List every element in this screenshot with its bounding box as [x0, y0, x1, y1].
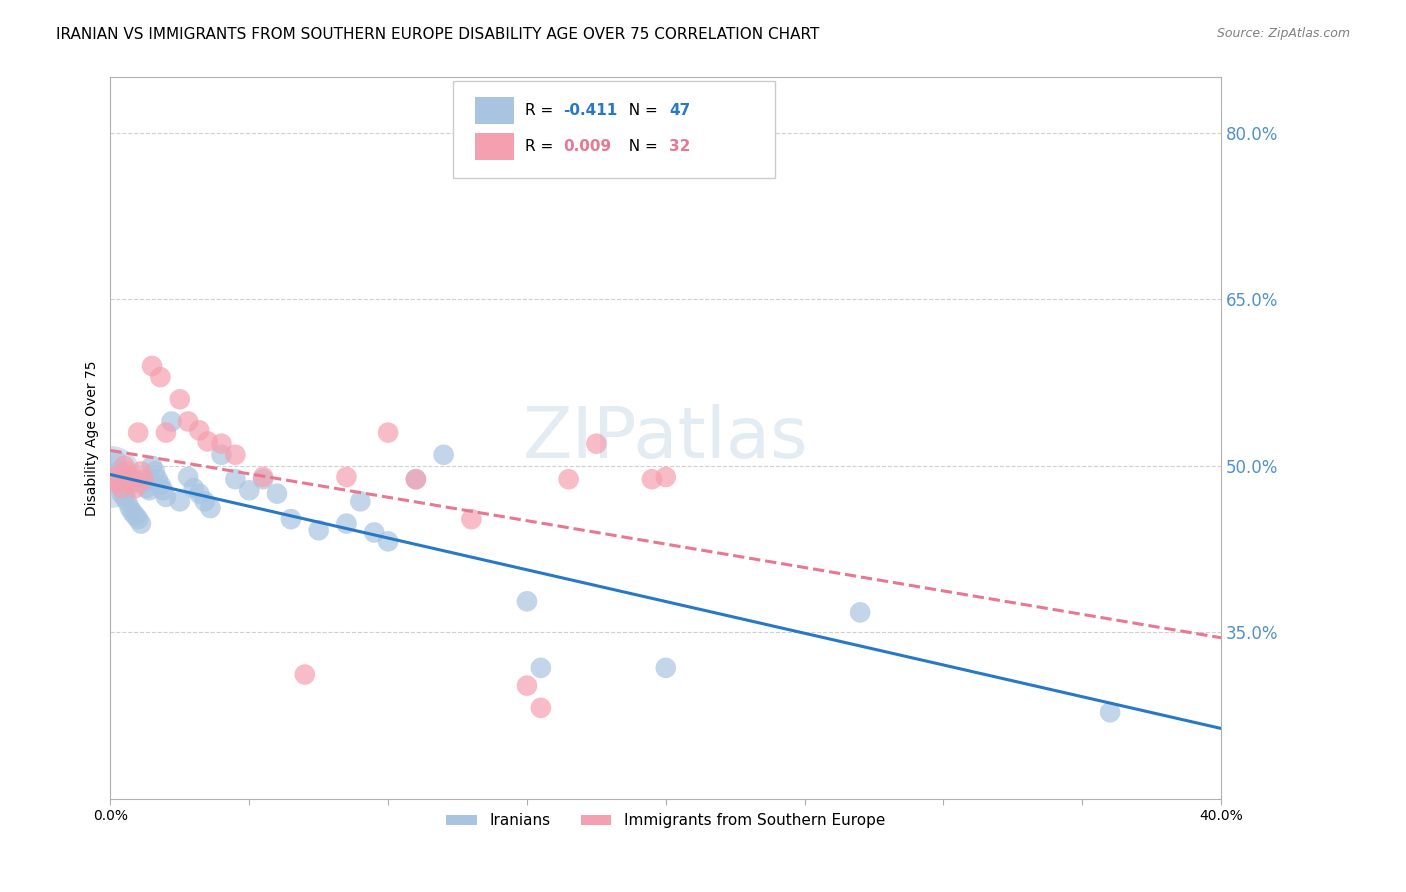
- Text: 32: 32: [669, 139, 690, 154]
- Immigrants from Southern Europe: [127, 425, 149, 440]
- Iranians: [266, 486, 288, 500]
- Iranians: [152, 483, 174, 498]
- Iranians: [135, 481, 157, 495]
- Immigrants from Southern Europe: [132, 472, 155, 486]
- Immigrants from Southern Europe: [377, 425, 399, 440]
- Immigrants from Southern Europe: [104, 475, 127, 490]
- Text: Source: ZipAtlas.com: Source: ZipAtlas.com: [1216, 27, 1350, 40]
- Iranians: [103, 470, 125, 484]
- Iranians: [194, 494, 217, 508]
- Immigrants from Southern Europe: [252, 470, 274, 484]
- Iranians: [112, 490, 135, 504]
- Iranians: [121, 506, 143, 520]
- Iranians: [115, 494, 138, 508]
- Immigrants from Southern Europe: [530, 701, 553, 715]
- Immigrants from Southern Europe: [112, 458, 135, 473]
- Iranians: [110, 486, 132, 500]
- Immigrants from Southern Europe: [129, 465, 152, 479]
- Text: N =: N =: [619, 103, 662, 118]
- Iranians: [188, 486, 211, 500]
- Iranians: [1099, 705, 1122, 719]
- Iranians: [183, 481, 205, 495]
- Immigrants from Southern Europe: [655, 470, 678, 484]
- Immigrants from Southern Europe: [585, 436, 607, 450]
- Iranians: [155, 490, 177, 504]
- Immigrants from Southern Europe: [294, 667, 316, 681]
- Immigrants from Southern Europe: [121, 475, 143, 490]
- Y-axis label: Disability Age Over 75: Disability Age Over 75: [86, 360, 100, 516]
- Text: 47: 47: [669, 103, 690, 118]
- Iranians: [849, 606, 872, 620]
- Iranians: [169, 494, 191, 508]
- Iranians: [149, 477, 172, 491]
- Iranians: [138, 483, 160, 498]
- Immigrants from Southern Europe: [110, 481, 132, 495]
- FancyBboxPatch shape: [475, 97, 513, 124]
- Immigrants from Southern Europe: [460, 512, 482, 526]
- Immigrants from Southern Europe: [188, 423, 211, 437]
- Iranians: [141, 458, 163, 473]
- Iranians: [377, 534, 399, 549]
- Iranians: [143, 465, 166, 479]
- Immigrants from Southern Europe: [405, 472, 427, 486]
- Iranians: [104, 453, 127, 467]
- Iranians: [124, 508, 146, 523]
- Immigrants from Southern Europe: [115, 465, 138, 479]
- Iranians: [405, 472, 427, 486]
- Immigrants from Southern Europe: [141, 359, 163, 373]
- Iranians: [349, 494, 371, 508]
- Immigrants from Southern Europe: [155, 425, 177, 440]
- Iranians: [280, 512, 302, 526]
- Iranians: [112, 481, 135, 495]
- Immigrants from Southern Europe: [335, 470, 357, 484]
- Iranians: [224, 472, 246, 486]
- Iranians: [238, 483, 260, 498]
- Text: 0.009: 0.009: [564, 139, 612, 154]
- Iranians: [146, 472, 169, 486]
- Iranians: [160, 415, 183, 429]
- Immigrants from Southern Europe: [224, 448, 246, 462]
- Iranians: [433, 448, 456, 462]
- Point: [100, 470, 122, 484]
- FancyBboxPatch shape: [475, 133, 513, 161]
- Iranians: [655, 661, 678, 675]
- Iranians: [129, 516, 152, 531]
- Immigrants from Southern Europe: [197, 434, 219, 449]
- FancyBboxPatch shape: [453, 81, 775, 178]
- Iranians: [118, 501, 141, 516]
- Iranians: [127, 512, 149, 526]
- Iranians: [530, 661, 553, 675]
- Iranians: [118, 470, 141, 484]
- Immigrants from Southern Europe: [118, 470, 141, 484]
- Iranians: [308, 523, 330, 537]
- Immigrants from Southern Europe: [169, 392, 191, 407]
- Immigrants from Southern Europe: [103, 470, 125, 484]
- Text: ZIPatlas: ZIPatlas: [523, 404, 808, 473]
- Iranians: [211, 448, 233, 462]
- Iranians: [177, 470, 200, 484]
- Iranians: [132, 475, 155, 490]
- Text: -0.411: -0.411: [564, 103, 617, 118]
- Iranians: [516, 594, 538, 608]
- Iranians: [200, 501, 222, 516]
- Text: R =: R =: [524, 139, 558, 154]
- Immigrants from Southern Europe: [149, 370, 172, 384]
- Text: R =: R =: [524, 103, 558, 118]
- Immigrants from Southern Europe: [177, 415, 200, 429]
- Text: N =: N =: [619, 139, 662, 154]
- Iranians: [335, 516, 357, 531]
- Iranians: [363, 525, 385, 540]
- Immigrants from Southern Europe: [557, 472, 579, 486]
- Immigrants from Southern Europe: [516, 679, 538, 693]
- Immigrants from Southern Europe: [211, 436, 233, 450]
- Immigrants from Southern Europe: [641, 472, 664, 486]
- Legend: Iranians, Immigrants from Southern Europe: Iranians, Immigrants from Southern Europ…: [440, 807, 891, 835]
- Immigrants from Southern Europe: [124, 481, 146, 495]
- Iranians: [252, 472, 274, 486]
- Iranians: [107, 465, 129, 479]
- Text: IRANIAN VS IMMIGRANTS FROM SOUTHERN EUROPE DISABILITY AGE OVER 75 CORRELATION CH: IRANIAN VS IMMIGRANTS FROM SOUTHERN EURO…: [56, 27, 820, 42]
